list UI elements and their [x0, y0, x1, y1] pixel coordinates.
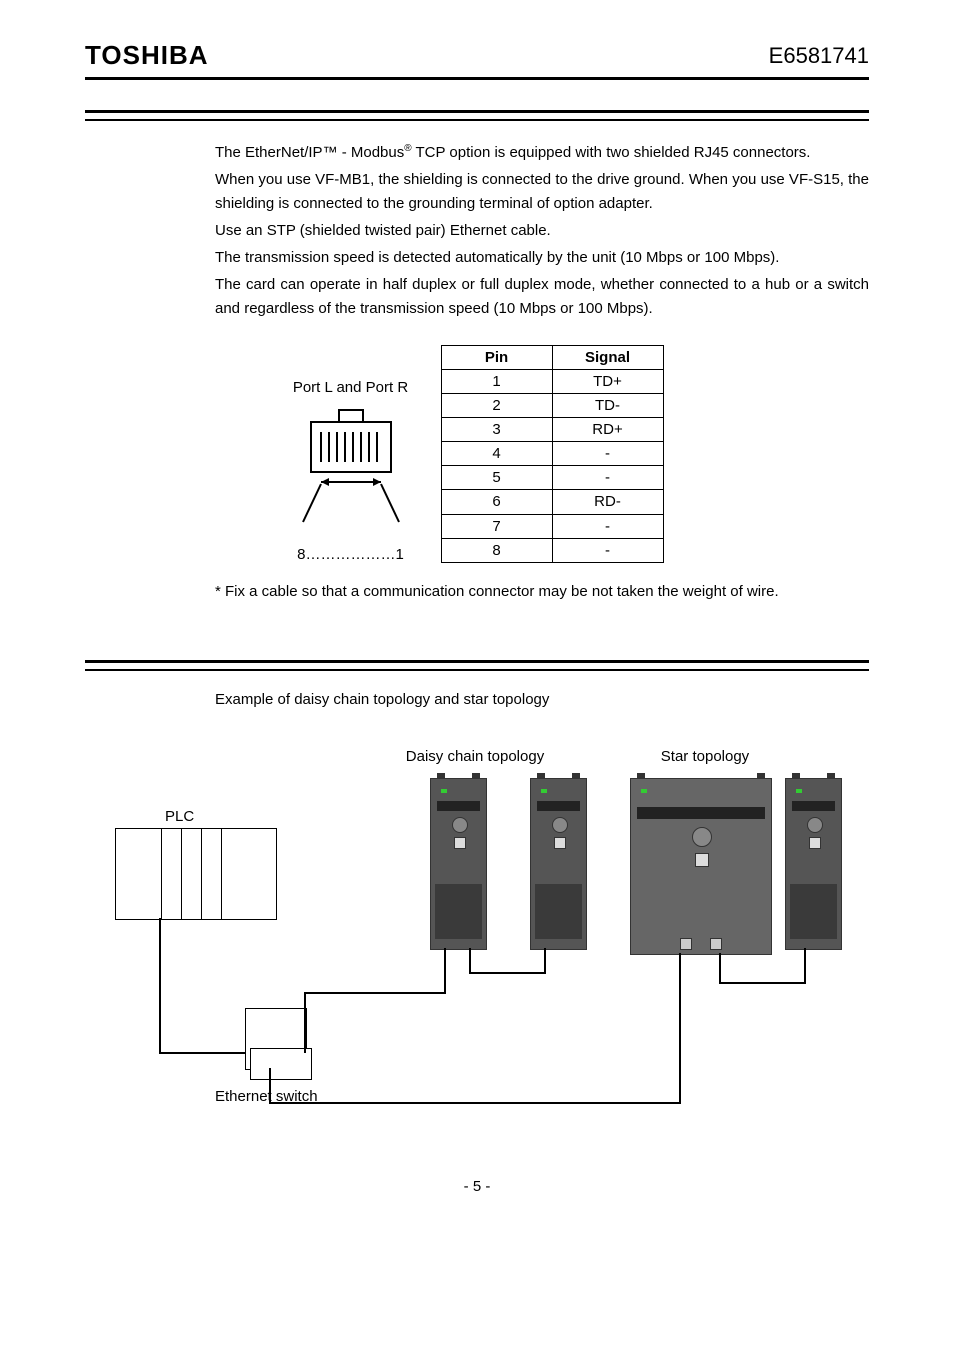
- drive-icon: [785, 778, 842, 950]
- section-rule-top: [85, 110, 869, 113]
- intro-p5: The card can operate in half duplex or f…: [215, 273, 869, 320]
- intro-p4: The transmission speed is detected autom…: [215, 246, 869, 269]
- pin-signal-table: Pin Signal 1TD+ 2TD- 3RD+ 4- 5- 6RD- 7- …: [441, 345, 664, 563]
- table-row: 2TD-: [441, 393, 663, 417]
- rj45-icon: [291, 402, 411, 542]
- table-row: 7-: [441, 514, 663, 538]
- drive-icon: [530, 778, 587, 950]
- intro-p3: Use an STP (shielded twisted pair) Ether…: [215, 219, 869, 242]
- signal-header: Signal: [552, 345, 663, 369]
- intro-p2: When you use VF-MB1, the shielding is co…: [215, 168, 869, 215]
- drive-large-icon: [630, 778, 772, 955]
- switch-label: Ethernet switch: [215, 1088, 318, 1105]
- intro-text: The EtherNet/IP™ - Modbus® TCP option is…: [215, 141, 869, 320]
- table-row: 3RD+: [441, 418, 663, 442]
- table-row: 1TD+: [441, 369, 663, 393]
- plc-label: PLC: [165, 808, 194, 825]
- ethernet-switch-slot: [250, 1048, 312, 1080]
- cable-note: * Fix a cable so that a communication co…: [215, 583, 869, 600]
- intro-p1b: TCP option is equipped with two shielded…: [412, 144, 811, 161]
- section-rule-bottom: [85, 119, 869, 121]
- pin-axis-label: 8………………1: [291, 546, 411, 563]
- port-diagram: Port L and Port R: [291, 345, 411, 563]
- section-divider: [85, 660, 869, 671]
- page-number: - 5 -: [85, 1178, 869, 1195]
- topology-diagram: Daisy chain topology Star topology PLC: [85, 748, 869, 1168]
- table-row: 4-: [441, 442, 663, 466]
- star-label: Star topology: [635, 748, 775, 765]
- intro-p1: The EtherNet/IP™ - Modbus® TCP option is…: [215, 141, 869, 164]
- reg-mark: ®: [404, 143, 411, 154]
- daisy-label: Daisy chain topology: [375, 748, 575, 765]
- plc-icon: [115, 828, 277, 920]
- brand-logo: TOSHIBA: [85, 40, 209, 71]
- drive-icon: [430, 778, 487, 950]
- table-row: 6RD-: [441, 490, 663, 514]
- pin-header: Pin: [441, 345, 552, 369]
- port-label: Port L and Port R: [291, 379, 411, 396]
- table-row: 5-: [441, 466, 663, 490]
- intro-p1a: The EtherNet/IP™ - Modbus: [215, 144, 404, 161]
- connector-figure-row: Port L and Port R: [85, 345, 869, 563]
- document-number: E6581741: [769, 43, 869, 69]
- table-row: 8-: [441, 538, 663, 562]
- example-heading: Example of daisy chain topology and star…: [215, 691, 869, 708]
- page-header: TOSHIBA E6581741: [85, 40, 869, 80]
